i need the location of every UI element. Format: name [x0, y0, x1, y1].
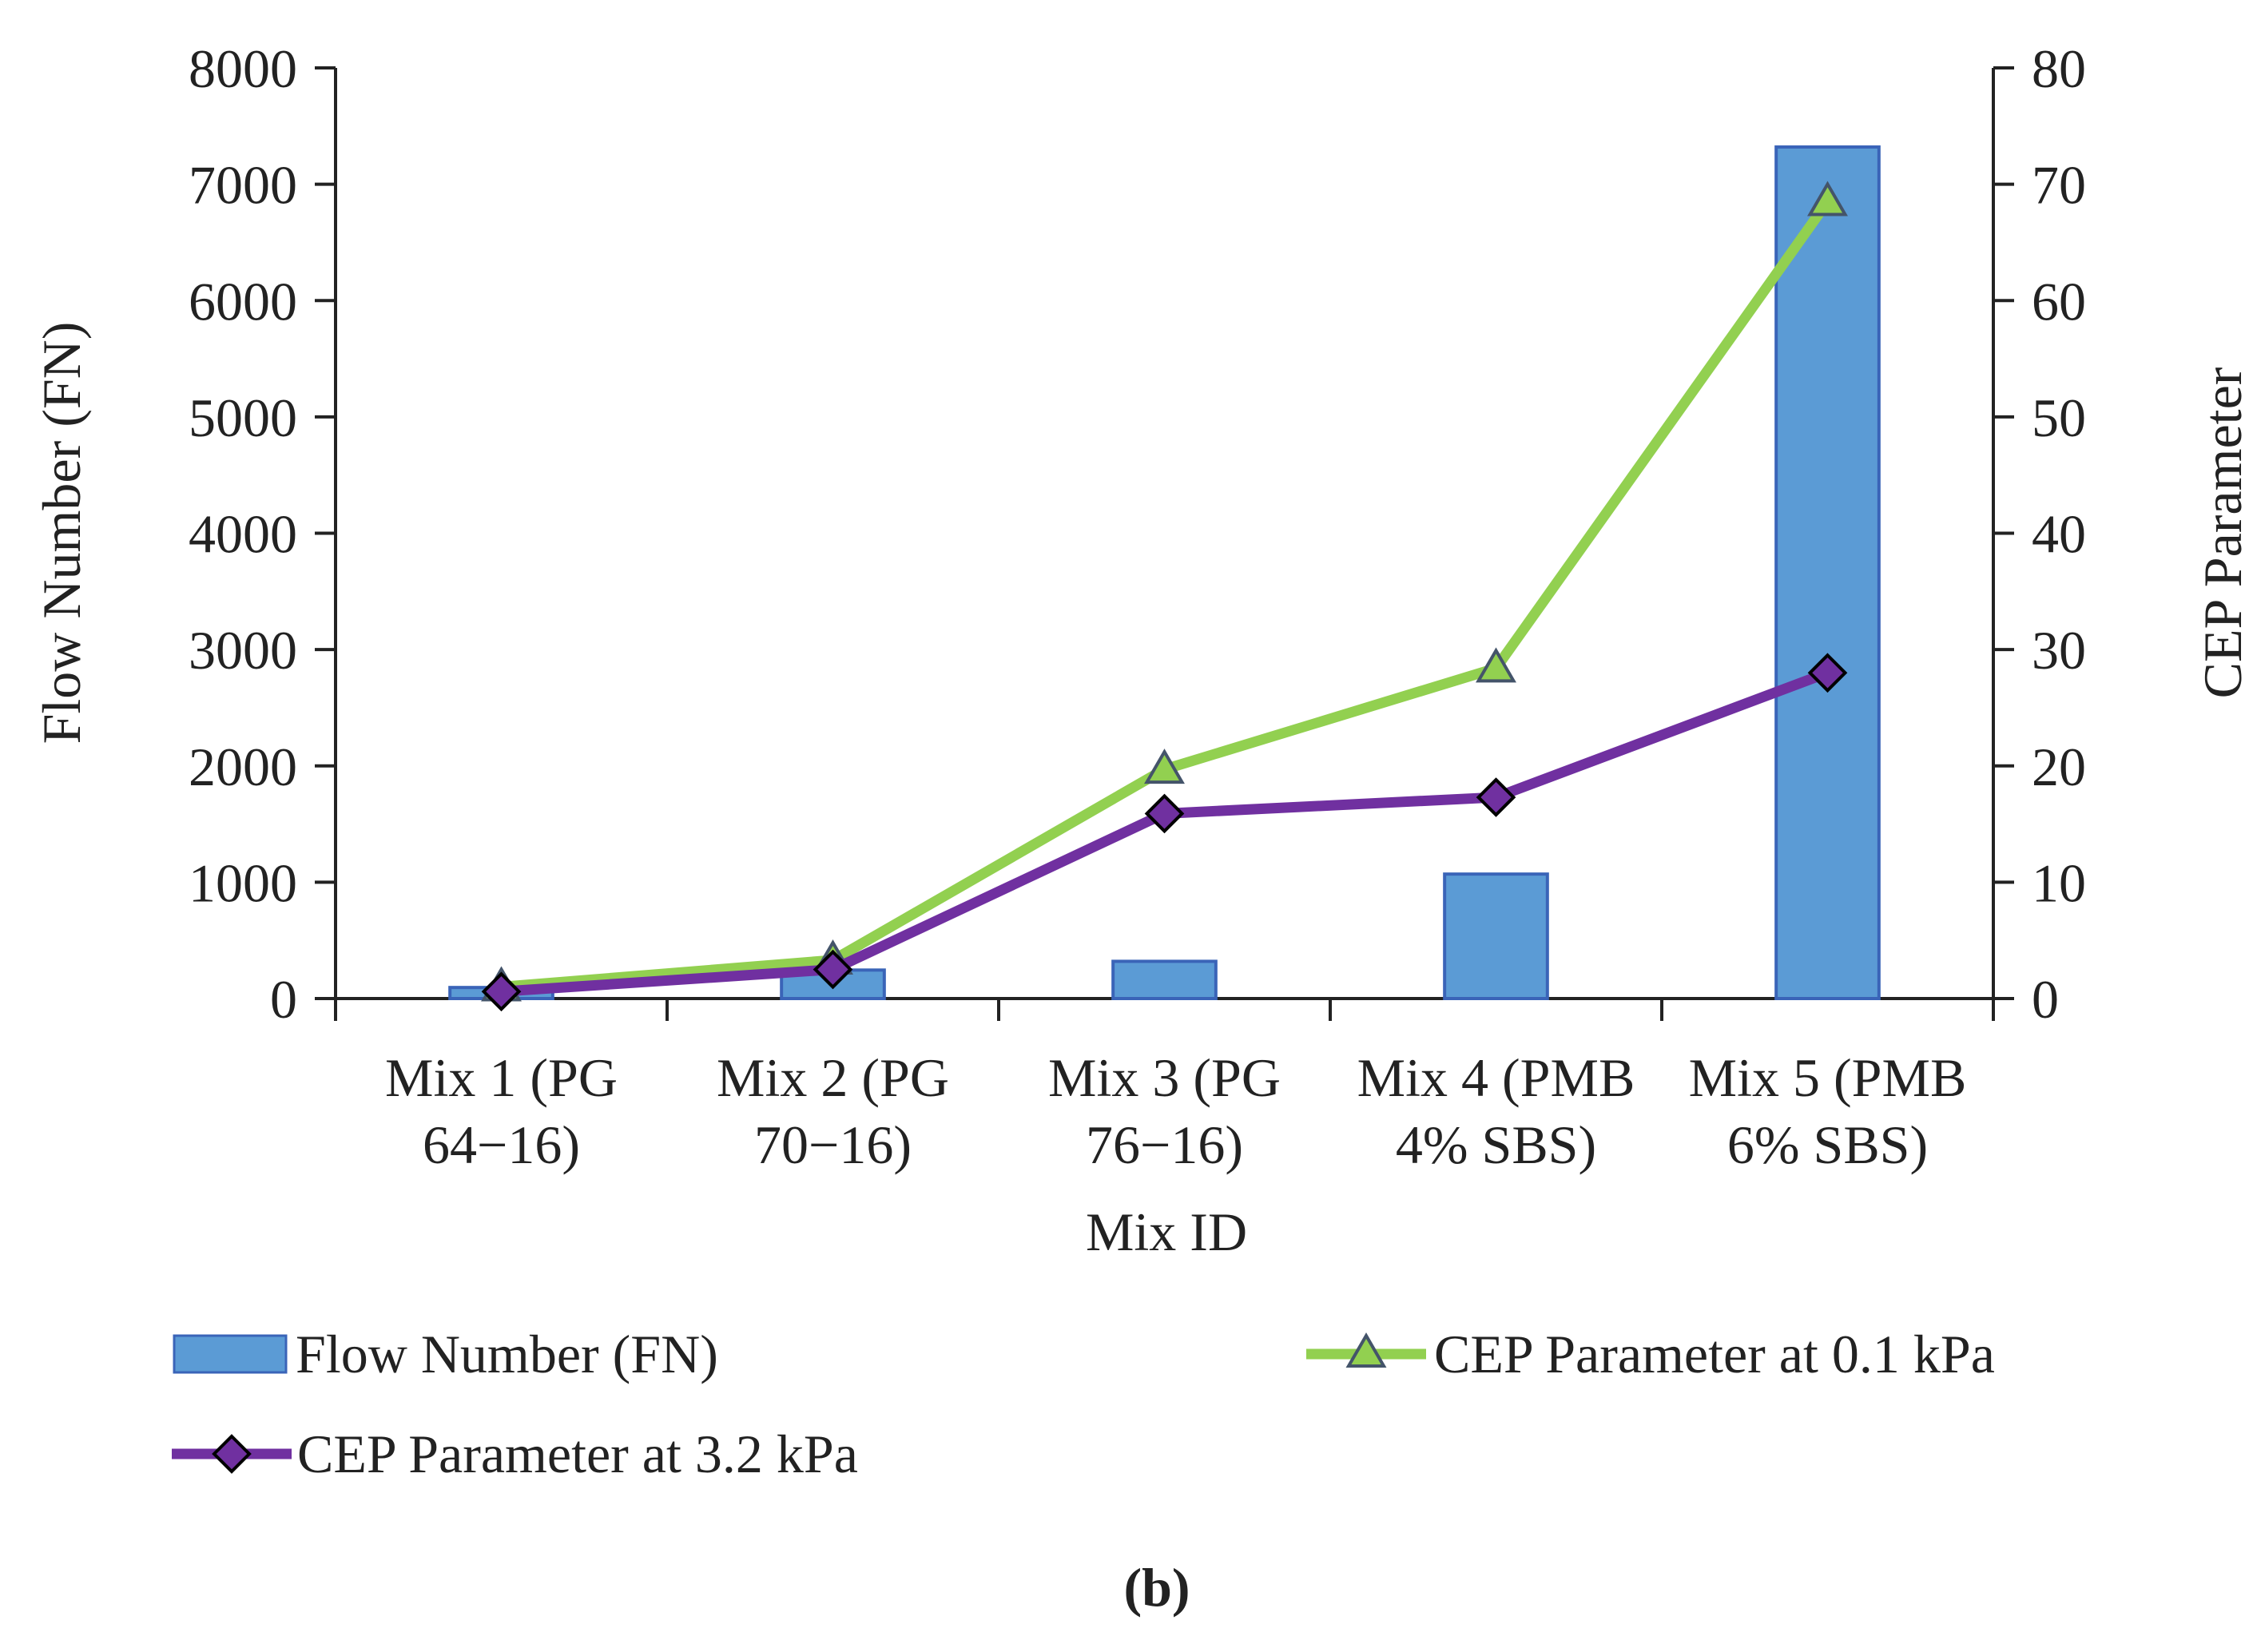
x-tick-label: Mix 1 (PG 64−16): [385, 1047, 618, 1175]
y-left-tick-label: 2000: [189, 737, 297, 797]
y-right-tick-label: 10: [2032, 852, 2086, 913]
y-right-tick-label: 70: [2032, 155, 2086, 216]
y-left-tick-label: 3000: [189, 620, 297, 681]
legend: Flow Number (FN) CEP Parameter at 0.1 kP…: [172, 1324, 1995, 1484]
y-right-tick-label: 20: [2032, 737, 2086, 797]
y-axis-left-title: Flow Number (FN): [31, 322, 92, 745]
bar-flow-number-5: [1774, 145, 1881, 1000]
marker-cep-3-2-5: [1807, 653, 1848, 693]
x-tick-label: Mix 5 (PMB 6% SBS): [1689, 1047, 1967, 1175]
y-right-tick-label: 60: [2032, 271, 2086, 332]
y-left-tick-label: 0: [270, 969, 297, 1030]
y-left-tick-label: 6000: [189, 271, 297, 332]
bar-flow-number-4: [1443, 872, 1549, 1001]
marker-cep-0-1-4: [1476, 647, 1516, 683]
legend-label-cep-3-2: CEP Parameter at 3.2 kPa: [297, 1424, 858, 1484]
line-cep-0-1: [496, 196, 1833, 992]
bar-flow-number-3: [1111, 959, 1218, 1001]
y-left-tick-label: 5000: [189, 387, 297, 448]
marker-cep-3-2-1: [481, 971, 522, 1012]
marker-cep-3-2-4: [1476, 777, 1516, 817]
x-tick-label: Mix 3 (PG 76−16): [1048, 1047, 1281, 1175]
y-right-tick-label: 40: [2032, 504, 2086, 565]
x-tick-label: Mix 2 (PG 70−16): [717, 1047, 949, 1175]
x-tick-label: Mix 4 (PMB 4% SBS): [1357, 1047, 1635, 1175]
marker-cep-3-2-3: [1144, 793, 1185, 834]
marker-cep-0-1-5: [1807, 181, 1848, 216]
lines-series: [481, 181, 1848, 1012]
y-left-tick-label: 4000: [189, 504, 297, 565]
y-right-tick-label: 50: [2032, 387, 2086, 448]
marker-cep-0-1-3: [1144, 749, 1185, 784]
legend-label-flow-number: Flow Number (FN): [296, 1324, 718, 1384]
ticks: 0 1000 2000 3000 4000 5000 6000 7000 8000 0 10 20 30…: [189, 38, 2086, 1175]
x-axis-title: Mix ID: [1086, 1201, 1247, 1262]
legend-label-cep-0-1: CEP Parameter at 0.1 kPa: [1434, 1324, 1995, 1384]
y-right-tick-label: 0: [2032, 969, 2059, 1030]
y-right-tick-label: 80: [2032, 38, 2086, 99]
bars-series: [448, 145, 1881, 1001]
figure-caption: (b): [1123, 1557, 1190, 1618]
y-left-tick-label: 1000: [189, 852, 297, 913]
y-left-tick-label: 7000: [189, 155, 297, 216]
legend-swatch-cep-3-2-marker: [212, 1434, 252, 1474]
legend-swatch-flow-number: [173, 1334, 288, 1374]
y-axis-right-title: CEP Parameter: [2192, 367, 2249, 698]
y-left-tick-label: 8000: [189, 38, 297, 99]
y-right-tick-label: 30: [2032, 620, 2086, 681]
marker-cep-3-2-2: [813, 949, 853, 990]
legend-swatch-cep-0-1-marker: [1345, 1332, 1387, 1368]
axes: [334, 68, 1995, 1000]
